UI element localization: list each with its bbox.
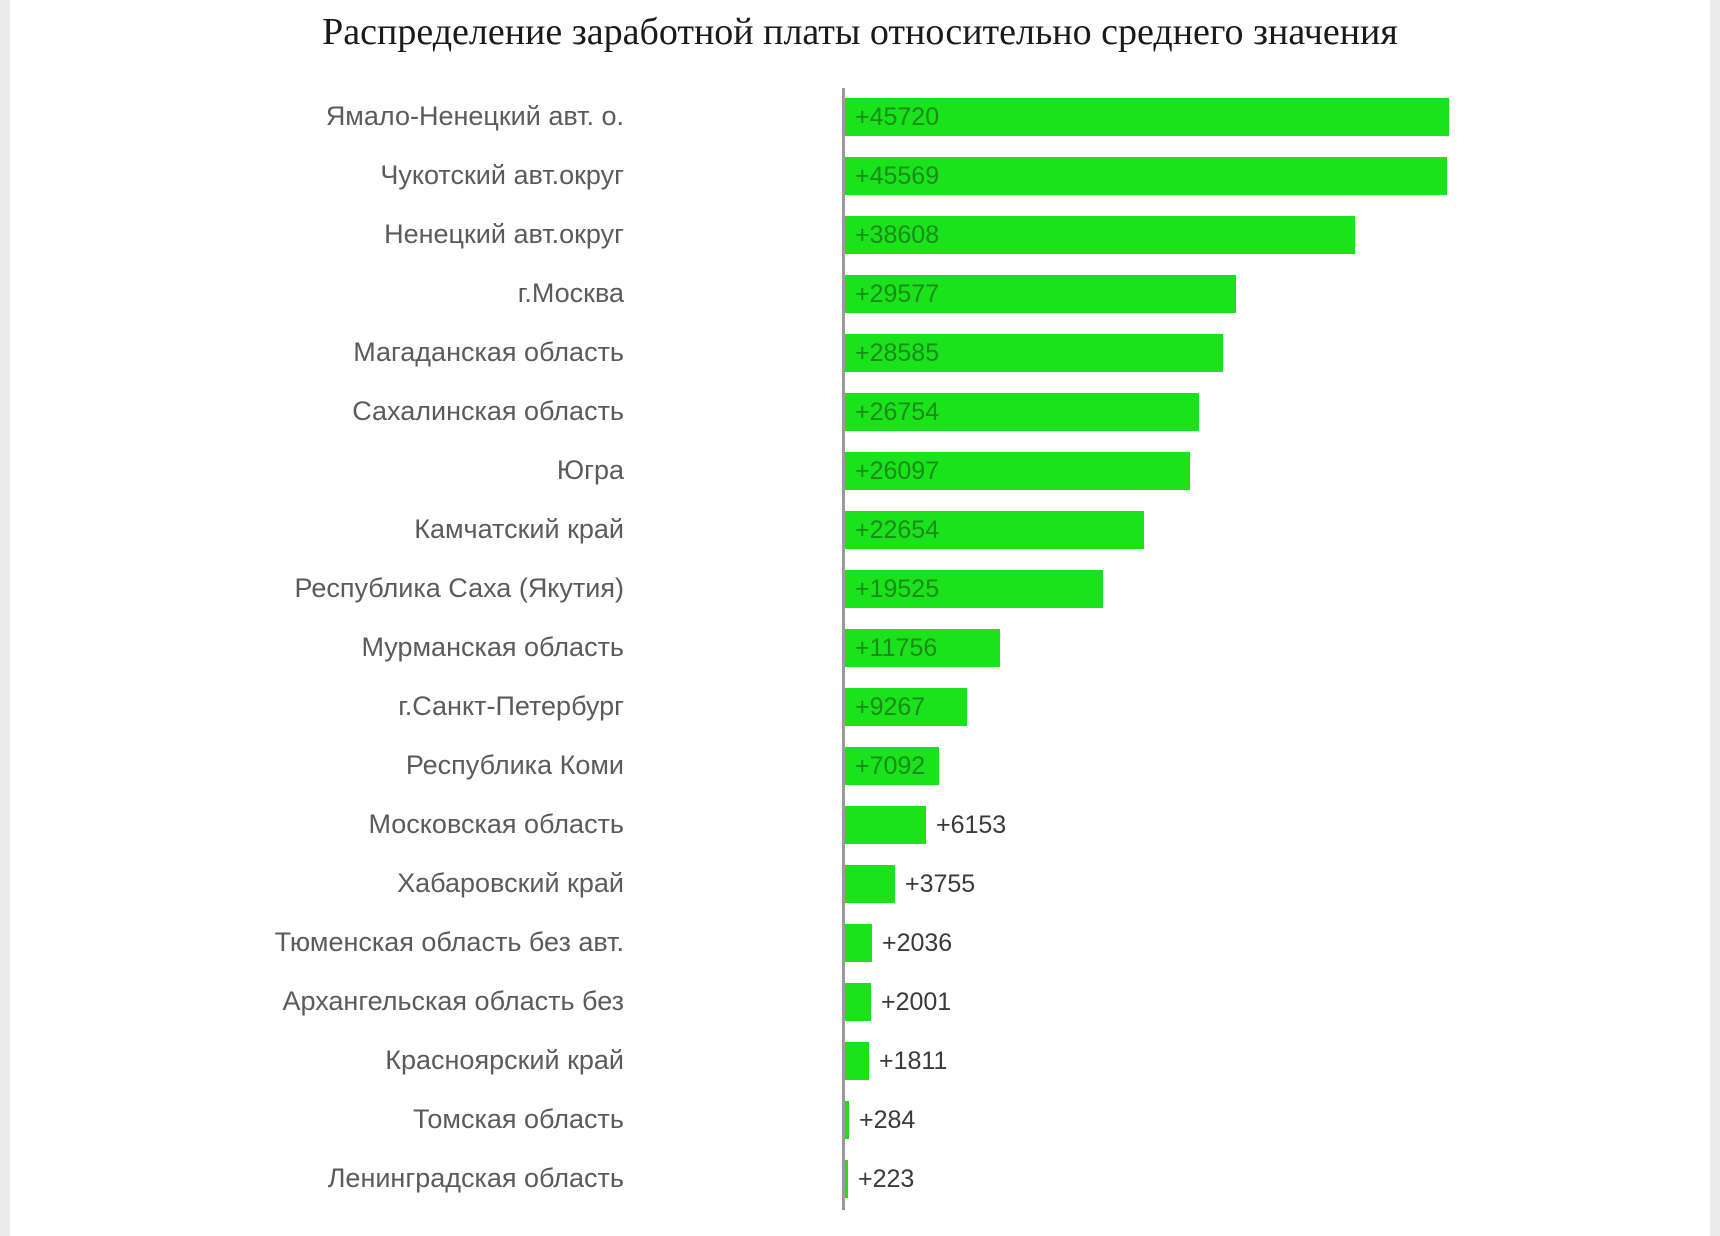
category-label: Мурманская область (10, 632, 624, 663)
bar-value-label: +45569 (855, 162, 939, 191)
chart-row: Красноярский край +1811 (10, 1032, 1710, 1091)
category-label: Московская область (10, 809, 624, 840)
chart-row: Ямало-Ненецкий авт. о. +45720 (10, 88, 1710, 147)
bar-value-label: +7092 (855, 752, 925, 781)
category-label: Югра (10, 455, 624, 486)
category-label: Ненецкий авт.округ (10, 219, 624, 250)
chart-row: Тюменская область без авт. +2036 (10, 914, 1710, 973)
bar-value-label: +26754 (855, 398, 939, 427)
bar-value-label: +3755 (905, 870, 975, 899)
bar-value-label: +38608 (855, 221, 939, 250)
chart-row: г.Москва +29577 (10, 265, 1710, 324)
category-label: Магаданская область (10, 337, 624, 368)
chart-row: Магаданская область +28585 (10, 324, 1710, 383)
chart-row: Архангельская область без +2001 (10, 973, 1710, 1032)
category-label: Ленинградская область (10, 1163, 624, 1194)
bar-value-label: +284 (859, 1106, 915, 1135)
chart-row: Камчатский край +22654 (10, 501, 1710, 560)
bar-value-label: +1811 (879, 1047, 947, 1076)
chart-area: Ямало-Ненецкий авт. о. +45720 Чукотский ав… (10, 88, 1710, 1210)
bar (845, 865, 895, 903)
chart-row: Томская область +284 (10, 1091, 1710, 1150)
bar-value-label: +45720 (855, 103, 939, 132)
bar-value-label: +28585 (855, 339, 939, 368)
bar-value-label: +2001 (881, 988, 951, 1017)
category-label: Сахалинская область (10, 396, 624, 427)
chart-row: Московская область +6153 (10, 796, 1710, 855)
category-label: г.Москва (10, 278, 624, 309)
bar (845, 1160, 848, 1198)
bar-value-label: +2036 (882, 929, 952, 958)
bar-value-label: +223 (858, 1165, 914, 1194)
chart-row: Чукотский авт.округ +45569 (10, 147, 1710, 206)
bar-value-label: +22654 (855, 516, 939, 545)
category-label: г.Санкт-Петербург (10, 691, 624, 722)
bar (845, 806, 926, 844)
chart-row: Ненецкий авт.округ +38608 (10, 206, 1710, 265)
chart-row: Сахалинская область +26754 (10, 383, 1710, 442)
chart-card: Распределение заработной платы относител… (10, 0, 1710, 1236)
category-label: Тюменская область без авт. (10, 927, 624, 958)
bar-value-label: +6153 (936, 811, 1006, 840)
page: Распределение заработной платы относител… (0, 0, 1720, 1236)
bar (845, 1042, 869, 1080)
bar-value-label: +11756 (855, 634, 937, 663)
category-label: Республика Саха (Якутия) (10, 573, 624, 604)
chart-row: г.Санкт-Петербург +9267 (10, 678, 1710, 737)
category-label: Республика Коми (10, 750, 624, 781)
chart-row: Республика Саха (Якутия) +19525 (10, 560, 1710, 619)
bar-value-label: +26097 (855, 457, 939, 486)
chart-row: Ленинградская область +223 (10, 1150, 1710, 1209)
bar (845, 1101, 849, 1139)
category-label: Архангельская область без (10, 986, 624, 1017)
bar-value-label: +29577 (855, 280, 939, 309)
category-label: Чукотский авт.округ (10, 160, 624, 191)
bar (845, 924, 872, 962)
category-label: Красноярский край (10, 1045, 624, 1076)
chart-row: Мурманская область +11756 (10, 619, 1710, 678)
category-label: Томская область (10, 1104, 624, 1135)
category-label: Ямало-Ненецкий авт. о. (10, 101, 624, 132)
category-label: Камчатский край (10, 514, 624, 545)
chart-row: Югра +26097 (10, 442, 1710, 501)
chart-title: Распределение заработной платы относител… (10, 0, 1710, 54)
bar-value-label: +9267 (855, 693, 925, 722)
bar-value-label: +19525 (855, 575, 939, 604)
chart-row: Республика Коми +7092 (10, 737, 1710, 796)
category-label: Хабаровский край (10, 868, 624, 899)
chart-row: Хабаровский край +3755 (10, 855, 1710, 914)
bar (845, 983, 871, 1021)
